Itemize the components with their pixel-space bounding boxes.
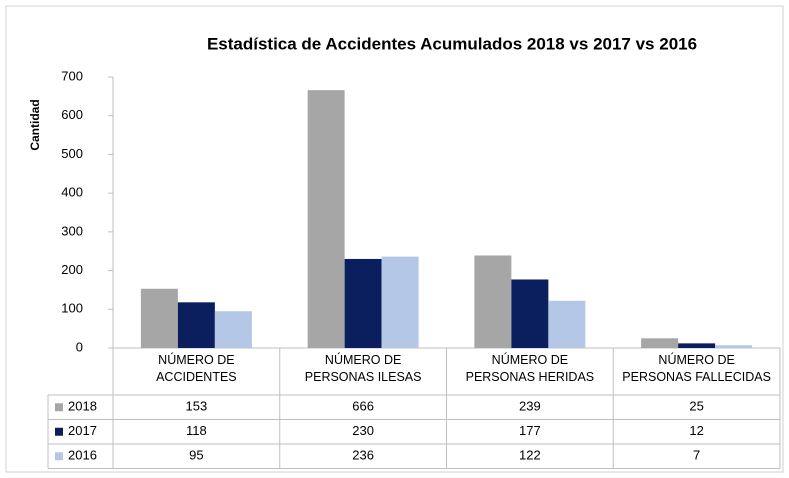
chart-title: Estadística de Accidentes Acumulados 201… xyxy=(207,34,697,53)
legend-swatch xyxy=(55,427,63,436)
table-value: 118 xyxy=(186,423,207,438)
bar xyxy=(214,311,252,348)
table-value: 12 xyxy=(689,423,703,438)
bar xyxy=(678,343,716,348)
y-axis-label: Cantidad xyxy=(28,99,42,150)
y-tick-label: 0 xyxy=(76,339,83,354)
legend-label: 2016 xyxy=(68,448,97,463)
x-tick-label: NÚMERO DE PERSONAS HERIDAS xyxy=(465,353,595,384)
y-tick-label: 200 xyxy=(61,262,83,277)
x-tick-label: NÚMERO DE ACCIDENTES xyxy=(156,353,237,384)
y-tick-label: 400 xyxy=(61,185,83,200)
table-value: 177 xyxy=(519,423,541,438)
chart-frame xyxy=(5,5,784,473)
table-value: 122 xyxy=(519,448,541,463)
bar xyxy=(177,302,215,348)
bar xyxy=(381,256,419,348)
bar xyxy=(140,288,178,348)
table-value: 666 xyxy=(352,399,374,414)
bar xyxy=(641,338,679,348)
y-tick-label: 100 xyxy=(61,301,83,316)
bar xyxy=(307,90,345,349)
y-tick-label: 300 xyxy=(61,223,83,238)
legend-label: 2018 xyxy=(68,399,97,414)
table-value: 25 xyxy=(689,399,703,414)
bar xyxy=(474,255,512,348)
table-value: 239 xyxy=(519,399,541,414)
legend-swatch xyxy=(55,403,63,412)
bar xyxy=(548,300,586,348)
legend-label: 2017 xyxy=(68,423,97,438)
x-tick-label: NÚMERO DE PERSONAS ILESAS xyxy=(304,353,422,384)
y-tick-label: 700 xyxy=(61,68,83,83)
bar xyxy=(715,345,753,348)
table-value: 230 xyxy=(352,423,374,438)
bar xyxy=(511,279,549,348)
bar xyxy=(344,258,382,348)
table-value: 236 xyxy=(352,448,374,463)
legend-swatch xyxy=(55,452,63,461)
y-tick-label: 500 xyxy=(61,146,83,161)
table-value: 95 xyxy=(189,448,203,463)
table-value: 153 xyxy=(186,399,208,414)
x-tick-label: NÚMERO DE PERSONAS FALLECIDAS xyxy=(622,353,771,384)
y-tick-label: 600 xyxy=(61,107,83,122)
table-value: 7 xyxy=(693,448,700,463)
